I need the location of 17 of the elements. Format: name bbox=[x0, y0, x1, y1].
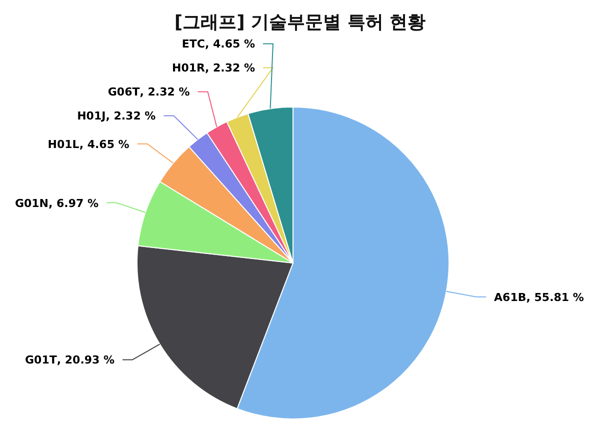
slice-label: G01N bbox=[14, 196, 48, 210]
slice-label: H01R bbox=[172, 62, 206, 75]
data-label: , 55.81 % bbox=[526, 290, 584, 304]
slice-label: H01L bbox=[48, 138, 80, 151]
data-label: , 4.65 % bbox=[205, 38, 255, 51]
data-label: , 2.32 % bbox=[205, 62, 255, 75]
data-label: , 20.93 % bbox=[56, 354, 115, 367]
chart-title: [그래프] 기술부문별 특허 현황 bbox=[174, 12, 426, 33]
data-label: , 2.32 % bbox=[106, 110, 156, 123]
slice-label: A61B bbox=[494, 290, 526, 304]
data-label: , 2.32 % bbox=[140, 86, 190, 99]
slice-label: G06T bbox=[108, 86, 140, 99]
slice-label: H01J bbox=[77, 110, 106, 123]
data-label: , 4.65 % bbox=[79, 138, 130, 151]
data-label: , 6.97 % bbox=[48, 196, 98, 210]
slice-label: ETC bbox=[182, 38, 205, 51]
slice-label: G01T bbox=[25, 354, 58, 367]
